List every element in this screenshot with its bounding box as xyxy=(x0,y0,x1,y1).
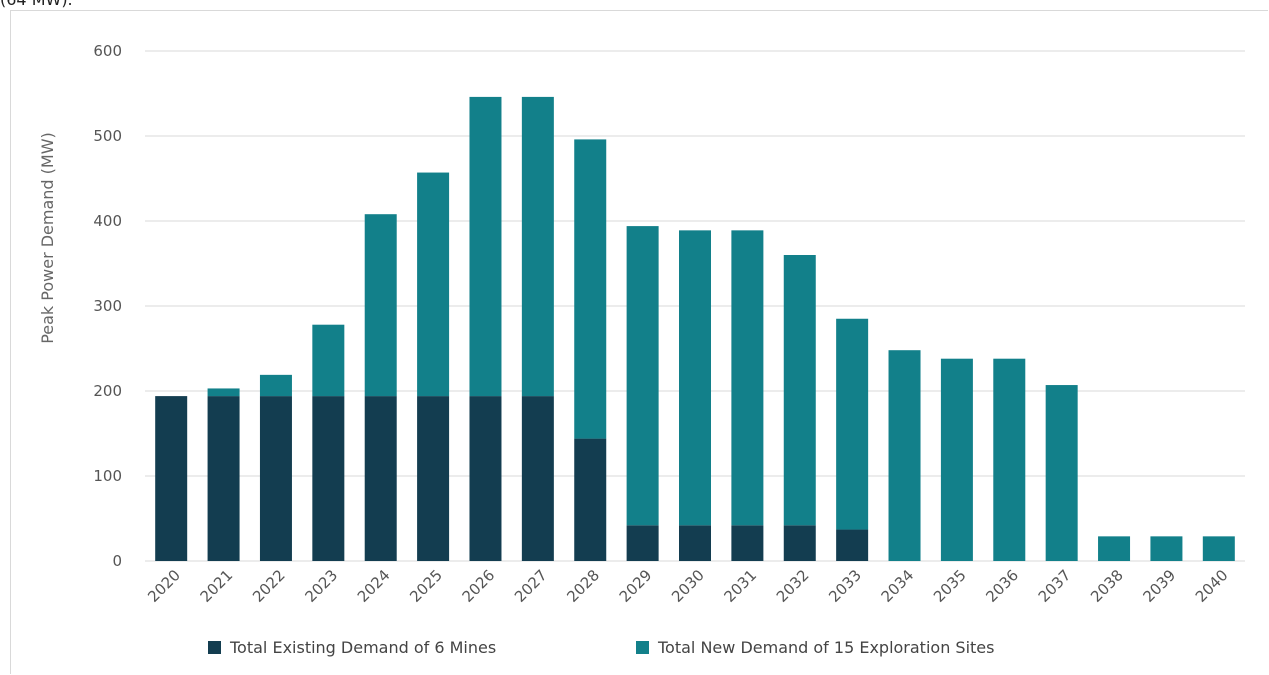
x-tick-label: 2023 xyxy=(301,566,341,606)
x-tick-label: 2027 xyxy=(511,566,551,606)
y-tick-label: 300 xyxy=(93,297,122,315)
y-axis-ticks: 0 100 200 300 400 500 600 xyxy=(93,42,122,570)
y-tick-label: 0 xyxy=(112,552,122,570)
y-tick-label: 200 xyxy=(93,382,122,400)
bar-existing-2029 xyxy=(626,525,659,561)
bar-existing-2022 xyxy=(259,396,292,561)
bar-existing-2021 xyxy=(207,396,240,561)
x-tick-label: 2030 xyxy=(668,566,708,606)
chart-frame xyxy=(10,10,1268,674)
bar-existing-2032 xyxy=(783,525,816,561)
bar-new-2027 xyxy=(521,96,554,397)
x-tick-label: 2039 xyxy=(1140,566,1180,606)
x-tick-label: 2026 xyxy=(459,566,499,606)
bar-new-2030 xyxy=(679,230,711,526)
bar-existing-2033 xyxy=(836,529,869,561)
legend-label-existing: Total Existing Demand of 6 Mines xyxy=(229,638,496,657)
bar-new-2021 xyxy=(207,388,240,397)
bar-existing-2027 xyxy=(521,396,554,561)
bar-new-2036 xyxy=(993,358,1026,561)
bar-existing-2020 xyxy=(155,396,188,561)
bar-new-2022 xyxy=(259,374,292,397)
legend-swatch-new xyxy=(636,641,649,654)
bar-existing-2028 xyxy=(574,438,607,561)
bar-new-2034 xyxy=(888,350,921,561)
x-tick-label: 2032 xyxy=(773,566,813,606)
bar-existing-2026 xyxy=(469,396,502,561)
legend-label-new: Total New Demand of 15 Exploration Sites xyxy=(657,638,994,657)
y-axis-label: Peak Power Demand (MW) xyxy=(38,132,57,344)
y-tick-label: 400 xyxy=(93,212,122,230)
bar-new-2033 xyxy=(836,318,869,530)
x-tick-label: 2040 xyxy=(1192,566,1232,606)
bar-existing-2024 xyxy=(364,396,397,561)
bar-existing-2023 xyxy=(312,396,345,561)
x-tick-label: 2022 xyxy=(249,566,289,606)
bar-new-2024 xyxy=(364,214,397,397)
bar-existing-2025 xyxy=(417,396,450,561)
y-tick-label: 600 xyxy=(93,42,122,60)
x-tick-label: 2034 xyxy=(878,566,918,606)
bar-new-2039 xyxy=(1150,536,1183,561)
x-tick-label: 2037 xyxy=(1035,566,1075,606)
bars xyxy=(155,96,1235,561)
bar-new-2032 xyxy=(783,255,816,526)
bar-new-2038 xyxy=(1098,536,1131,561)
legend-swatch-existing xyxy=(208,641,221,654)
bar-new-2029 xyxy=(626,226,659,526)
bar-new-2031 xyxy=(731,230,764,526)
x-tick-label: 2020 xyxy=(144,566,184,606)
x-tick-label: 2038 xyxy=(1087,566,1127,606)
bar-new-2040 xyxy=(1202,536,1235,561)
preceding-text-fragment: (64 MW). xyxy=(0,0,73,9)
x-tick-label: 2024 xyxy=(354,566,394,606)
bar-existing-2030 xyxy=(679,525,711,561)
bar-existing-2031 xyxy=(731,525,764,561)
x-axis-ticks: 2020 2021 2022 2023 2024 2025 2026 2027 2028 2029… xyxy=(144,566,1231,606)
x-tick-label: 2031 xyxy=(720,566,760,606)
bar-new-2025 xyxy=(417,172,450,397)
y-tick-label: 100 xyxy=(93,467,122,485)
legend: Total Existing Demand of 6 Mines Total N… xyxy=(208,638,994,657)
bar-new-2035 xyxy=(940,358,973,561)
x-tick-label: 2035 xyxy=(930,566,970,606)
bar-new-2023 xyxy=(312,324,345,397)
x-tick-label: 2029 xyxy=(616,566,656,606)
x-tick-label: 2036 xyxy=(982,566,1022,606)
x-tick-label: 2028 xyxy=(563,566,603,606)
bar-new-2028 xyxy=(574,139,607,439)
y-tick-label: 500 xyxy=(93,127,122,145)
x-tick-label: 2021 xyxy=(197,566,237,606)
bar-new-2026 xyxy=(469,96,502,397)
bar-new-2037 xyxy=(1045,385,1078,561)
x-tick-label: 2033 xyxy=(825,566,865,606)
x-tick-label: 2025 xyxy=(406,566,446,606)
